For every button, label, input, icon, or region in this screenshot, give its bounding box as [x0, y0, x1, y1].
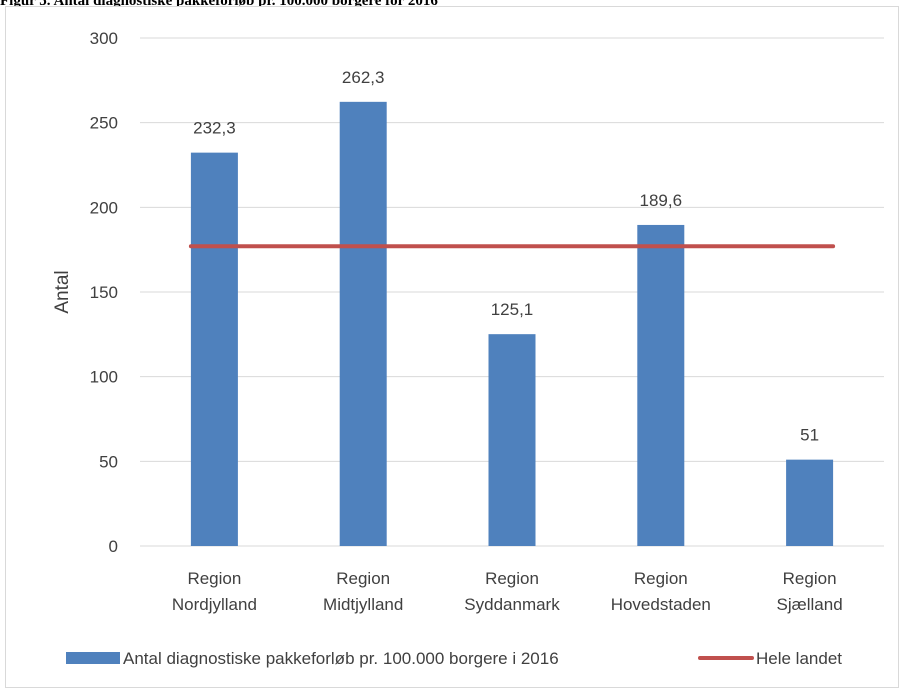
x-tick-label: Region — [634, 569, 688, 588]
y-tick-label: 300 — [90, 29, 118, 48]
legend-label: Antal diagnostiske pakkeforløb pr. 100.0… — [123, 649, 559, 668]
data-label: 189,6 — [640, 191, 683, 210]
x-tick-label: Region — [187, 569, 241, 588]
x-tick-label: Syddanmark — [464, 595, 560, 614]
legend-label: Hele landet — [756, 649, 842, 668]
x-tick-label: Region — [336, 569, 390, 588]
x-tick-label: Sjælland — [777, 595, 843, 614]
y-tick-label: 200 — [90, 198, 118, 217]
data-label: 232,3 — [193, 119, 236, 138]
x-tick-label: Hovedstaden — [611, 595, 711, 614]
y-tick-label: 150 — [90, 283, 118, 302]
y-axis-title: Antal — [52, 270, 73, 313]
x-tick-label: Nordjylland — [172, 595, 257, 614]
figure-title: Figur 5. Antal diagnostiske pakkeforløb … — [0, 0, 438, 9]
bar[interactable] — [637, 224, 685, 546]
legend-swatch-bar — [66, 652, 120, 664]
data-label: 262,3 — [342, 68, 385, 87]
y-tick-label: 100 — [90, 368, 118, 387]
bar[interactable] — [190, 152, 238, 546]
chart-frame — [5, 6, 899, 688]
y-tick-label: 50 — [99, 452, 118, 471]
x-tick-label: Region — [783, 569, 837, 588]
y-tick-label: 250 — [90, 114, 118, 133]
bar[interactable] — [339, 101, 387, 546]
bar[interactable] — [488, 334, 536, 546]
data-label: 51 — [800, 426, 819, 445]
y-tick-label: 0 — [109, 537, 118, 556]
data-label: 125,1 — [491, 300, 534, 319]
bar[interactable] — [786, 459, 834, 546]
x-tick-label: Midtjylland — [323, 595, 403, 614]
x-tick-label: Region — [485, 569, 539, 588]
